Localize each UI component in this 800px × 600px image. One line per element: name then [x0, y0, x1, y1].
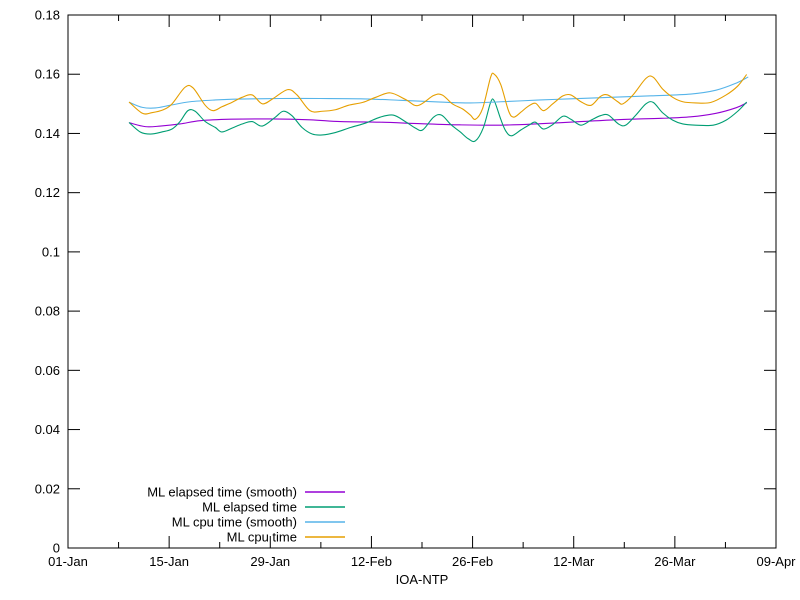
y-tick-label: 0	[53, 541, 60, 556]
x-tick-label: 12-Feb	[351, 554, 392, 569]
y-tick-label: 0.14	[35, 126, 60, 141]
series-line-ml-elapsed-time-smooth	[128, 102, 747, 128]
legend: ML elapsed time (smooth)ML elapsed timeM…	[147, 485, 345, 545]
x-tick-label: 12-Mar	[553, 554, 595, 569]
legend-item: ML cpu time (smooth)	[172, 515, 345, 530]
y-tick-label: 0.12	[35, 185, 60, 200]
legend-label: ML cpu time (smooth)	[172, 515, 297, 530]
x-tick-label: 09-Apr	[756, 554, 796, 569]
y-tick-label: 0.1	[42, 244, 60, 259]
x-tick-label: 15-Jan	[149, 554, 189, 569]
y-tick-label: 0.18	[35, 8, 60, 23]
y-tick-label: 0.02	[35, 481, 60, 496]
x-axis-title: IOA-NTP	[396, 572, 449, 587]
legend-label: ML cpu time	[227, 530, 297, 545]
x-tick-label: 01-Jan	[48, 554, 88, 569]
y-tick-label: 0.04	[35, 422, 60, 437]
legend-item: ML elapsed time (smooth)	[147, 485, 345, 500]
series-line-ml-cpu-time-smooth	[128, 76, 749, 109]
legend-label: ML elapsed time	[202, 500, 297, 515]
x-tick-label: 26-Mar	[654, 554, 696, 569]
series-line-ml-cpu-time	[128, 72, 747, 120]
axes-layer: 01-Jan 15-Jan 29-Jan 12-Feb 26-Feb 12-Mar 26-M…	[35, 8, 796, 570]
legend-label: ML elapsed time (smooth)	[147, 485, 297, 500]
y-tick-label: 0.16	[35, 67, 60, 82]
series-line-ml-elapsed-time	[128, 98, 747, 143]
legend-item: ML cpu time	[227, 530, 345, 545]
x-tick-label: 26-Feb	[452, 554, 493, 569]
series-layer	[128, 72, 749, 143]
y-tick-label: 0.08	[35, 304, 60, 319]
legend-item: ML elapsed time	[202, 500, 345, 515]
x-tick-label: 29-Jan	[250, 554, 290, 569]
y-tick-label: 0.06	[35, 363, 60, 378]
